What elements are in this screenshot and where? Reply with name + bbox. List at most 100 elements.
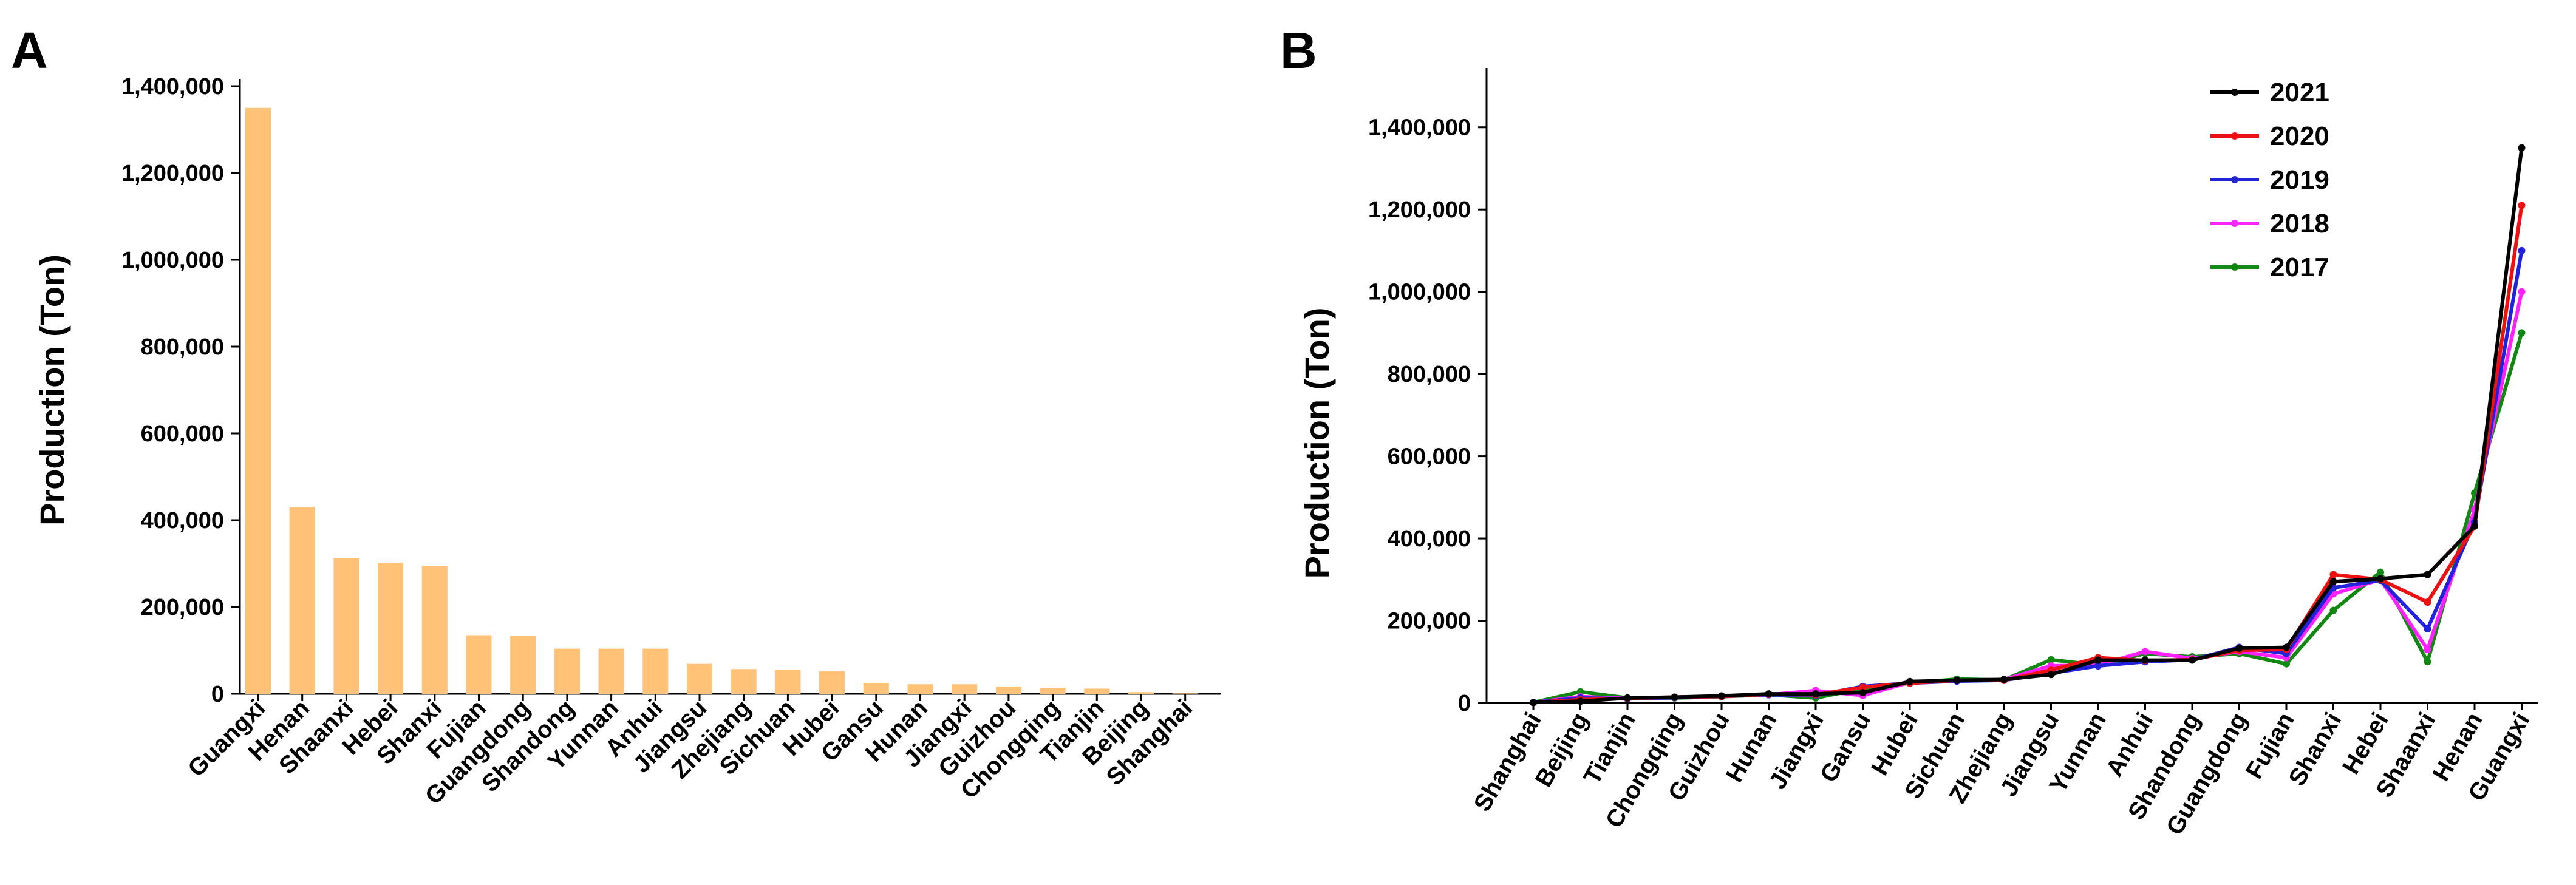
point-2021-fujian	[2283, 643, 2290, 651]
panel-b-letter: B	[1280, 22, 1317, 79]
series-line-2018	[1533, 291, 2524, 705]
bar-shanxi	[421, 566, 448, 694]
point-2017-shanxi	[2329, 606, 2337, 614]
panel-b-y-axis-label: Production (Ton)	[1298, 308, 1336, 579]
panel-a-ytick-label: 600,000	[141, 421, 224, 447]
bar-chongqing	[1040, 687, 1066, 694]
point-2021-shanxi	[2329, 578, 2337, 586]
panel-b-ytick-label: 200,000	[1388, 609, 1471, 634]
point-2021-hubei	[1906, 677, 1913, 685]
point-2018-guangxi	[2518, 288, 2526, 296]
bar-yunnan	[598, 648, 624, 694]
bar-shaanxi	[333, 558, 359, 694]
bar-tianjin	[1084, 688, 1110, 694]
point-2021-tianjin	[1624, 694, 1631, 702]
bar-fujian	[466, 635, 492, 694]
panel-a-ytick-label: 800,000	[141, 334, 224, 360]
point-2017-hebei	[2377, 568, 2384, 576]
point-2020-gansu	[1859, 683, 1867, 691]
point-2021-guizhou	[1718, 692, 1725, 700]
legend-marker-2021	[2231, 89, 2238, 96]
point-2021-beijing	[1576, 697, 1584, 705]
bar-sichuan	[775, 670, 801, 694]
bar-hebei	[378, 563, 404, 694]
legend-label-2018: 2018	[2270, 209, 2329, 239]
panel-b-ytick-label: 1,200,000	[1368, 197, 1471, 223]
panel-a-ytick-label: 200,000	[141, 595, 224, 620]
series-line-2020	[1533, 205, 2524, 705]
bar-gansu	[863, 683, 889, 694]
point-2021-guangdong	[2235, 644, 2243, 652]
legend-label-2020: 2020	[2270, 121, 2329, 151]
point-2021-zhejiang	[2000, 676, 2008, 683]
point-2020-shanxi	[2329, 571, 2337, 578]
point-2021-shandong	[2189, 656, 2196, 664]
point-2017-guangxi	[2518, 329, 2526, 337]
legend-marker-2020	[2231, 132, 2238, 140]
panel-b-ytick-label: 1,000,000	[1368, 280, 1471, 305]
point-2020-shaanxi	[2424, 598, 2431, 606]
legend-marker-2018	[2231, 220, 2238, 227]
legend-marker-2019	[2231, 176, 2238, 183]
point-2018-anhui	[2141, 648, 2149, 656]
panel-b-ytick-label: 0	[1458, 691, 1471, 716]
point-2017-shaanxi	[2424, 658, 2431, 666]
point-2021-shanghai	[1530, 699, 1537, 707]
point-2021-jiangxi	[1812, 690, 1819, 698]
point-2020-guangxi	[2518, 202, 2526, 209]
legend-label-2019: 2019	[2270, 165, 2329, 195]
bar-guangxi	[245, 107, 271, 694]
panel-b-xtick-shanghai: Shanghai	[1469, 708, 1547, 816]
legend-label-2017: 2017	[2270, 253, 2329, 282]
legend-label-2021: 2021	[2270, 78, 2329, 107]
point-2021-guangxi	[2518, 144, 2526, 152]
series-line-2019	[1533, 250, 2524, 705]
panel-b-line-chart: 0 200,000 400,000 600,000 800,000 1,000,000 1,…	[1298, 68, 2538, 839]
panel-a-ytick-label: 1,000,000	[121, 248, 224, 273]
panel-a-ytick-label: 1,400,000	[121, 74, 224, 100]
point-2021-sichuan	[1953, 676, 1961, 684]
panel-a-ytick-label: 0	[211, 682, 224, 707]
panel-b-ytick-label: 400,000	[1388, 526, 1471, 552]
panel-a-ytick-label: 400,000	[141, 508, 224, 534]
point-2018-shaanxi	[2424, 645, 2431, 653]
bar-shandong	[554, 648, 580, 694]
panel-a-y-axis-label: Production (Ton)	[33, 254, 71, 526]
panel-a-bar-chart: 0 200,000 400,000 600,000 800,000 1,000,000 1,…	[33, 74, 1221, 810]
point-2021-hebei	[2377, 575, 2384, 583]
point-2021-hunan	[1765, 690, 1773, 698]
point-2017-jiangsu	[2047, 656, 2055, 663]
legend: 2021 2020 2019 2018 2017	[2210, 78, 2329, 282]
panel-a-ytick-label: 1,200,000	[121, 161, 224, 186]
bar-jiangsu	[687, 663, 712, 694]
bar-zhejiang	[731, 669, 757, 694]
point-2021-gansu	[1859, 689, 1867, 697]
point-2021-henan	[2471, 522, 2478, 530]
series-line-2017	[1533, 332, 2524, 705]
bar-beijing	[1128, 692, 1154, 694]
point-2021-shaanxi	[2424, 571, 2431, 578]
bar-hunan	[907, 684, 933, 694]
bar-hubei	[819, 671, 845, 694]
series-line-2021	[1533, 148, 2524, 705]
bar-shanghai	[1172, 693, 1198, 694]
point-2021-jiangsu	[2047, 671, 2055, 679]
point-2019-yunnan	[2094, 662, 2102, 670]
point-2021-chongqing	[1671, 693, 1678, 701]
bar-guizhou	[995, 686, 1021, 694]
bar-anhui	[642, 648, 669, 694]
point-2019-guangxi	[2518, 246, 2526, 254]
point-2017-fujian	[2283, 660, 2290, 668]
point-2019-shaanxi	[2424, 625, 2431, 633]
point-2021-yunnan	[2094, 656, 2102, 664]
panel-b-ytick-label: 800,000	[1388, 362, 1471, 387]
bar-henan	[289, 507, 315, 694]
panel-b-ytick-label: 1,400,000	[1368, 115, 1471, 141]
bar-jiangxi	[952, 684, 978, 694]
panel-b-ytick-label: 600,000	[1388, 444, 1471, 470]
bar-guangdong	[510, 636, 536, 694]
point-2021-anhui	[2141, 656, 2149, 664]
legend-marker-2017	[2231, 263, 2238, 271]
panel-a-letter: A	[11, 22, 48, 79]
